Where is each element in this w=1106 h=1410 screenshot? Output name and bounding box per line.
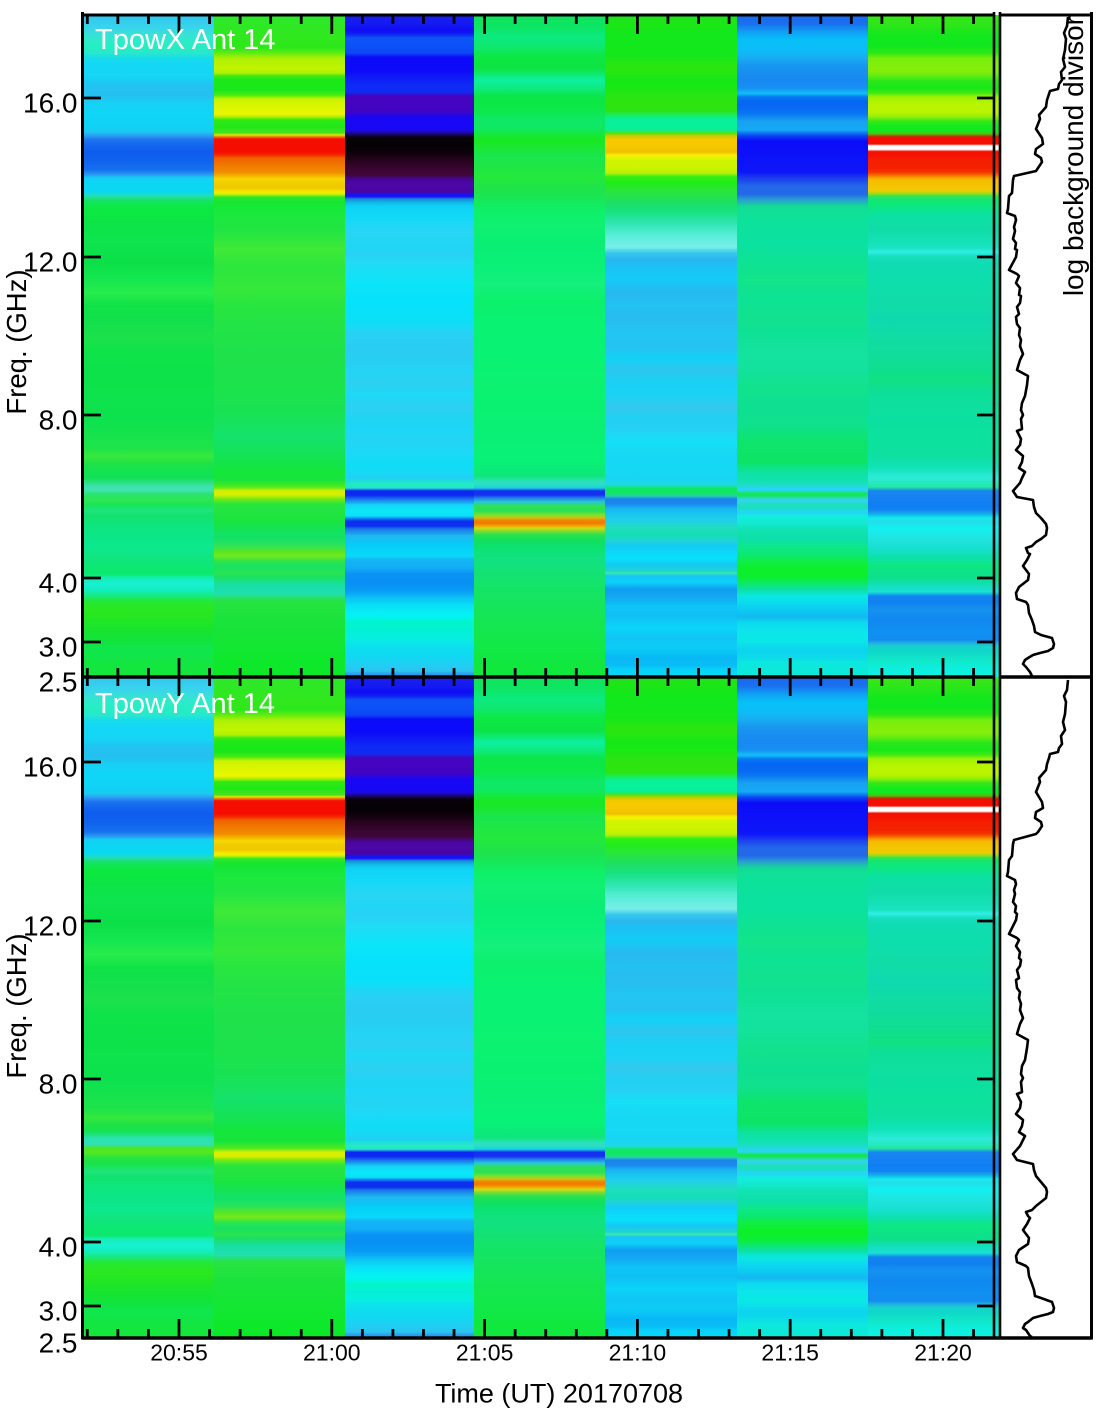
svg-text:12.0: 12.0 [23, 247, 78, 278]
svg-text:8.0: 8.0 [39, 405, 78, 436]
svg-text:2.5: 2.5 [39, 1328, 78, 1359]
svg-text:log background divisor: log background divisor [1058, 16, 1089, 296]
svg-text:16.0: 16.0 [23, 752, 78, 783]
svg-text:Time (UT) 20170708: Time (UT) 20170708 [435, 1379, 683, 1409]
svg-text:4.0: 4.0 [39, 1232, 78, 1263]
svg-text:21:20: 21:20 [914, 1340, 972, 1366]
svg-text:TpowY Ant 14: TpowY Ant 14 [95, 688, 275, 720]
svg-text:20:55: 20:55 [150, 1340, 208, 1366]
svg-text:16.0: 16.0 [23, 88, 78, 119]
svg-text:4.0: 4.0 [39, 568, 78, 599]
svg-text:Freq. (GHz): Freq. (GHz) [1, 933, 32, 1078]
svg-text:TpowX Ant 14: TpowX Ant 14 [95, 24, 276, 56]
svg-text:21:00: 21:00 [303, 1340, 361, 1366]
svg-text:3.0: 3.0 [39, 632, 78, 663]
svg-text:21:05: 21:05 [456, 1340, 514, 1366]
svg-text:8.0: 8.0 [39, 1069, 78, 1100]
svg-text:2.5: 2.5 [39, 667, 78, 698]
svg-text:21:15: 21:15 [761, 1340, 819, 1366]
svg-text:3.0: 3.0 [39, 1296, 78, 1327]
svg-text:12.0: 12.0 [23, 911, 78, 942]
svg-text:Freq. (GHz): Freq. (GHz) [1, 269, 32, 414]
svg-text:21:10: 21:10 [609, 1340, 667, 1366]
